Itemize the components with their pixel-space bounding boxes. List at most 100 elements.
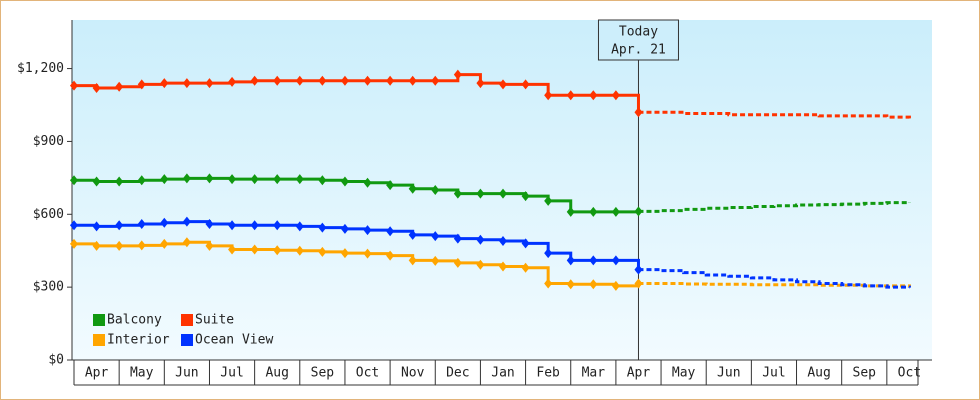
point (205, 78, 214, 89)
point (476, 259, 485, 270)
point (634, 107, 643, 118)
point (566, 279, 575, 290)
point (295, 221, 304, 232)
point (431, 75, 440, 86)
legend-swatch (93, 314, 105, 326)
point (431, 255, 440, 266)
point (453, 69, 462, 80)
point (228, 76, 237, 87)
point (160, 174, 169, 185)
point (70, 80, 78, 91)
point (205, 219, 214, 229)
point (386, 180, 395, 191)
legend-swatch (93, 334, 105, 346)
x-tick-label: Mar (582, 366, 606, 381)
today-box (597, 19, 679, 61)
point (408, 255, 417, 266)
point (182, 173, 191, 184)
y-tick-label: $1,200 (17, 61, 64, 76)
point (476, 188, 485, 199)
point (115, 240, 124, 251)
x-tick-label: Apr (85, 366, 109, 381)
point (160, 217, 169, 228)
point (295, 75, 304, 86)
point (566, 255, 575, 266)
point (611, 90, 620, 101)
point (250, 244, 259, 255)
point (476, 234, 485, 245)
point (544, 90, 553, 101)
x-tick-label: Sep (853, 366, 877, 381)
point (544, 195, 553, 206)
x-tick-label: May (130, 366, 154, 381)
point (340, 75, 349, 86)
point (408, 229, 417, 240)
point (408, 75, 417, 86)
point (453, 233, 462, 244)
point (611, 206, 620, 217)
point (340, 223, 349, 234)
point (544, 278, 553, 289)
legend-swatch (181, 314, 193, 326)
point (115, 176, 124, 187)
x-tick-label: Sep (311, 366, 335, 381)
x-tick-label: Jul (220, 366, 243, 381)
point (250, 174, 259, 185)
point (634, 264, 643, 275)
point (634, 278, 643, 289)
point (318, 75, 327, 86)
legend-label: Ocean View (195, 333, 273, 348)
point (611, 280, 620, 291)
point (228, 174, 237, 185)
today-label: Today (619, 25, 658, 40)
point (318, 222, 327, 233)
x-tick-label: Jun (175, 366, 198, 381)
point (273, 174, 282, 185)
point (544, 248, 553, 259)
point (453, 188, 462, 199)
forecast-line (638, 201, 911, 213)
y-tick-label: $600 (33, 207, 64, 222)
point (137, 219, 146, 229)
point (521, 79, 530, 90)
x-tick-label: Dec (446, 366, 469, 381)
point (137, 175, 146, 186)
y-tick-label: $300 (33, 280, 64, 295)
point (115, 220, 124, 231)
point (115, 81, 124, 92)
point (521, 262, 530, 273)
x-tick-label: Oct (356, 366, 379, 381)
point (499, 79, 507, 90)
x-tick-label: Aug (807, 366, 830, 381)
point (611, 255, 620, 266)
point (386, 250, 395, 261)
point (137, 79, 146, 90)
point (273, 220, 282, 231)
point (250, 75, 259, 86)
x-tick-label: Jan (491, 366, 514, 381)
point (92, 176, 101, 187)
point (340, 248, 349, 259)
point (499, 188, 507, 199)
point (228, 244, 237, 255)
point (318, 175, 327, 186)
x-tick-label: Feb (536, 366, 560, 381)
point (521, 191, 530, 202)
point (205, 173, 214, 184)
legend-label: Suite (195, 313, 234, 328)
point (70, 175, 78, 186)
point (160, 78, 169, 89)
point (589, 279, 598, 290)
x-tick-label: Jul (762, 366, 785, 381)
x-tick-label: Aug (265, 366, 288, 381)
point (589, 255, 598, 266)
forecast-line (638, 268, 911, 289)
point (70, 238, 78, 249)
point (589, 206, 598, 217)
point (273, 75, 282, 86)
point (453, 257, 462, 268)
legend-label: Interior (107, 333, 170, 348)
legend-swatch (181, 334, 193, 346)
point (363, 225, 372, 236)
